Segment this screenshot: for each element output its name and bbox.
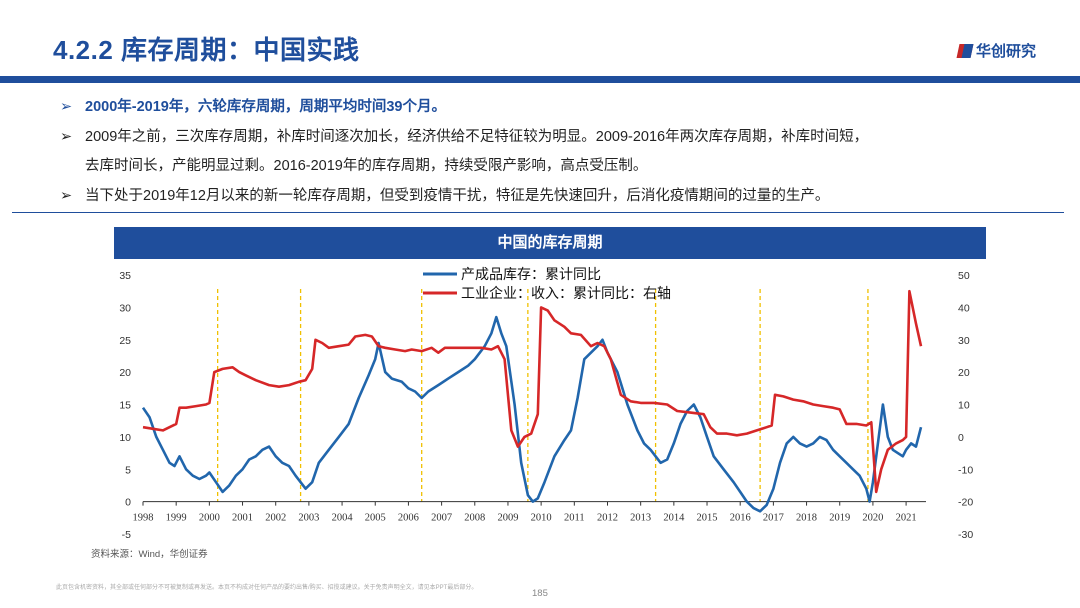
legend-label-inventory: 产成品库存：累计同比 xyxy=(461,267,601,283)
bullet-arrow-icon: ➢ xyxy=(60,128,73,145)
x-tick-label: 2014 xyxy=(663,513,685,524)
bullet-item: ➢ 当下处于2019年12月以来的新一轮库存周期，但受到疫情干扰，特征是先快速回… xyxy=(60,182,1060,212)
bullet-text: 2009年之前，三次库存周期，补库时间逐次加长，经济供给不足特征较为明显。200… xyxy=(85,128,869,145)
left-tick-label: 25 xyxy=(119,335,131,347)
right-tick-label: 20 xyxy=(958,367,970,379)
x-tick-label: 2008 xyxy=(464,513,485,524)
chart-title: 中国的库存周期 xyxy=(114,227,986,259)
right-tick-label: 10 xyxy=(958,400,970,412)
x-tick-label: 2006 xyxy=(398,513,419,524)
legend-label-revenue: 工业企业：收入：累计同比：右轴 xyxy=(461,285,671,302)
x-tick-label: 2005 xyxy=(365,513,386,524)
bullet-arrow-icon: ➢ xyxy=(60,99,73,115)
logo-text: 华创研究 xyxy=(976,43,1037,60)
right-tick-label: 30 xyxy=(958,335,970,347)
page-title: 4.2.2 库存周期：中国实践 xyxy=(53,35,360,65)
left-tick-label: 5 xyxy=(125,464,131,476)
bullet-text: 去库时间长，产能明显过剩。2016-2019年的库存周期，持续受限产影响，高点受… xyxy=(85,158,648,174)
left-tick-label: 30 xyxy=(119,302,131,314)
series-line-inventory xyxy=(141,315,923,513)
bullet-text: 2000年-2019年，六轮库存周期，周期平均时间39个月。 xyxy=(85,99,446,115)
x-tick-label: 2019 xyxy=(829,513,850,524)
right-tick-label: -10 xyxy=(958,464,973,476)
logo-icon xyxy=(956,43,974,58)
series-line-revenue xyxy=(142,289,923,494)
x-tick-label: 2010 xyxy=(531,513,552,524)
bullet-text: 当下处于2019年12月以来的新一轮库存周期，但受到疫情干扰，特征是先快速回升，… xyxy=(85,187,830,204)
x-tick-label: 2013 xyxy=(630,513,651,524)
right-tick-label: 40 xyxy=(958,302,970,314)
x-tick-label: 2004 xyxy=(332,513,354,524)
x-tick-label: 2007 xyxy=(431,513,452,524)
bullet-item: ➢ 2000年-2019年，六轮库存周期，周期平均时间39个月。 xyxy=(60,93,1060,123)
bullet-continuation: 去库时间长，产能明显过剩。2016-2019年的库存周期，持续受限产影响，高点受… xyxy=(60,152,1060,182)
bullet-item: ➢ 2009年之前，三次库存周期，补库时间逐次加长，经济供给不足特征较为明显。2… xyxy=(60,123,1060,153)
page-number: 185 xyxy=(532,588,548,599)
x-tick-label: 2020 xyxy=(862,513,883,524)
section-divider xyxy=(12,212,1064,213)
left-tick-label: 35 xyxy=(119,270,131,282)
x-tick-label: 1998 xyxy=(133,513,154,524)
right-tick-label: 0 xyxy=(958,432,964,444)
left-tick-label: -5 xyxy=(122,529,131,541)
left-tick-label: 10 xyxy=(119,432,131,444)
x-tick-label: 2009 xyxy=(497,513,518,524)
x-tick-label: 2021 xyxy=(896,513,917,524)
x-tick-label: 2017 xyxy=(763,513,784,524)
left-tick-label: 20 xyxy=(119,367,131,379)
x-tick-label: 1999 xyxy=(166,513,187,524)
x-tick-label: 2001 xyxy=(232,513,253,524)
bullet-arrow-icon: ➢ xyxy=(60,187,73,204)
header-divider xyxy=(0,76,1080,83)
right-tick-label: -20 xyxy=(958,497,973,509)
x-tick-label: 2002 xyxy=(265,513,286,524)
right-tick-label: 50 xyxy=(958,270,970,282)
x-tick-label: 2003 xyxy=(298,513,319,524)
source-note: 资料来源：Wind，华创证券 xyxy=(91,549,208,560)
left-tick-label: 15 xyxy=(119,400,131,412)
brand-logo: 华创研究 xyxy=(956,40,1037,61)
right-tick-label: -30 xyxy=(958,529,973,541)
disclaimer: 此页包含机密资料，其全部或任何部分不可被复制或再发送。本页不构成对任何产品的要约… xyxy=(56,585,478,591)
bullet-list: ➢ 2000年-2019年，六轮库存周期，周期平均时间39个月。 ➢ 2009年… xyxy=(60,93,1060,211)
x-tick-label: 2012 xyxy=(597,513,618,524)
x-tick-label: 2011 xyxy=(564,513,585,524)
x-tick-label: 2015 xyxy=(697,513,718,524)
left-tick-label: 0 xyxy=(125,497,131,509)
x-tick-label: 2016 xyxy=(730,513,751,524)
x-tick-label: 2018 xyxy=(796,513,817,524)
x-tick-label: 2000 xyxy=(199,513,220,524)
